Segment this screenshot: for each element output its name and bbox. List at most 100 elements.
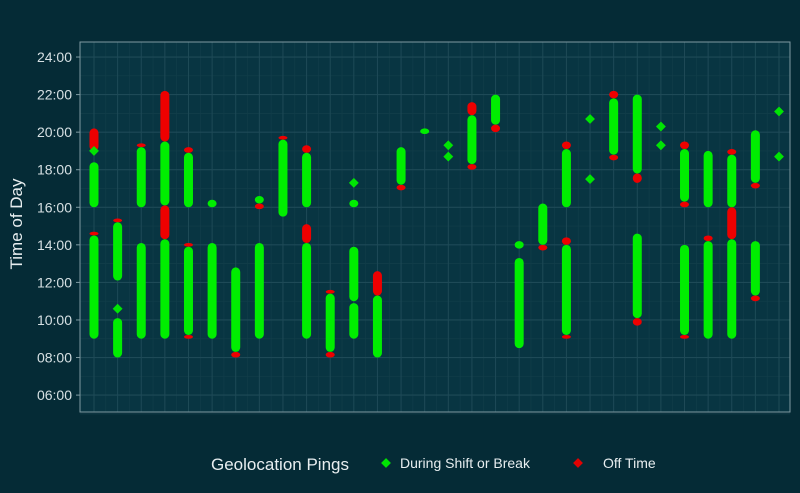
on-shift-ping-run: [680, 244, 690, 335]
off-time-ping-run: [561, 334, 571, 339]
ping-column: [325, 289, 335, 358]
off-time-ping-run: [160, 205, 170, 240]
plot-panel: [79, 41, 791, 415]
off-time-ping-run: [491, 124, 501, 133]
off-time-ping-run: [680, 334, 690, 339]
on-shift-ping-point: [443, 140, 454, 151]
ping-column: [585, 114, 595, 185]
on-shift-ping-point: [112, 303, 123, 314]
on-shift-ping-run: [632, 94, 642, 174]
ping-column: [231, 267, 241, 358]
y-tick-label: 20:00: [37, 124, 72, 140]
ping-column: [420, 128, 430, 135]
on-shift-ping-point: [585, 114, 595, 124]
off-time-ping-run: [302, 145, 312, 153]
y-tick-label: 24:00: [37, 49, 72, 65]
on-shift-ping-run: [514, 241, 524, 249]
ping-column: [136, 143, 146, 339]
off-time-ping-run: [160, 90, 170, 142]
on-shift-ping-run: [349, 199, 359, 208]
y-axis: 06:00 08:00 10:00 12:00 14:00 16:00 18:00 20:00…: [37, 49, 80, 403]
on-shift-ping-run: [750, 241, 760, 296]
y-tick-label: 06:00: [37, 387, 72, 403]
on-shift-ping-run: [491, 94, 501, 125]
on-shift-ping-run: [136, 147, 146, 208]
ping-column: [467, 102, 477, 170]
ping-column: [89, 128, 99, 339]
off-time-ping-run: [609, 154, 619, 161]
on-shift-ping-run: [113, 318, 123, 358]
on-shift-ping-run: [727, 154, 737, 208]
y-tick-label: 16:00: [37, 199, 72, 215]
y-axis-title: Time of Day: [7, 178, 26, 270]
ping-column: [160, 90, 170, 339]
plot-panel-background: [80, 42, 790, 412]
off-time-ping-run: [750, 295, 760, 302]
on-shift-ping-run: [89, 162, 99, 208]
ping-column: [254, 196, 264, 339]
y-tick-label: 08:00: [37, 350, 72, 366]
off-time-ping-run: [183, 334, 193, 339]
plot-panel-border: [79, 41, 791, 413]
on-shift-ping-point: [655, 121, 666, 132]
on-shift-ping-point: [655, 140, 666, 151]
ping-column: [514, 241, 524, 349]
off-time-ping-run: [467, 102, 477, 116]
on-shift-ping-run: [183, 152, 193, 208]
on-shift-ping-run: [396, 147, 406, 185]
on-shift-ping-run: [231, 267, 241, 352]
on-shift-ping-run: [349, 246, 359, 302]
on-shift-ping-run: [727, 239, 737, 339]
on-shift-ping-point: [774, 106, 784, 117]
ping-column: [302, 145, 312, 339]
legend-key-off-icon: [573, 458, 583, 468]
on-shift-ping-point: [585, 174, 595, 185]
ping-column: [750, 130, 760, 302]
off-time-ping-run: [325, 351, 335, 358]
off-time-ping-run: [703, 235, 713, 242]
off-time-ping-run: [538, 244, 548, 251]
on-shift-ping-run: [750, 130, 760, 183]
ping-column: [703, 150, 713, 339]
legend-label-off: Off Time: [603, 455, 656, 471]
off-time-ping-run: [325, 289, 335, 294]
y-tick-label: 12:00: [37, 274, 72, 290]
off-time-ping-run: [727, 149, 737, 155]
off-time-ping-run: [750, 182, 760, 189]
on-shift-ping-run: [183, 246, 193, 335]
on-shift-ping-run: [160, 141, 170, 206]
on-shift-ping-run: [561, 149, 571, 208]
off-time-ping-run: [396, 184, 406, 191]
on-shift-ping-run: [420, 128, 430, 135]
legend-label-on: During Shift or Break: [400, 455, 531, 471]
off-time-ping-run: [561, 141, 571, 150]
on-shift-ping-run: [113, 222, 123, 281]
off-time-ping-run: [302, 224, 312, 243]
on-shift-ping-run: [538, 203, 548, 245]
on-shift-ping-run: [703, 150, 713, 208]
y-tick-label: 14:00: [37, 237, 72, 253]
on-shift-ping-run: [302, 242, 312, 339]
on-shift-ping-run: [325, 293, 335, 352]
off-time-ping-run: [680, 141, 690, 150]
ping-column: [112, 218, 123, 358]
off-time-ping-run: [632, 173, 642, 183]
on-shift-ping-point: [443, 151, 454, 162]
ping-column: [372, 271, 382, 358]
on-shift-ping-run: [561, 244, 571, 335]
on-shift-ping-run: [632, 233, 642, 319]
off-time-ping-run: [89, 231, 99, 236]
off-time-ping-run: [113, 218, 123, 223]
legend: Geolocation Pings During Shift or Break O…: [211, 455, 656, 474]
y-tick-label: 10:00: [37, 312, 72, 328]
on-shift-ping-run: [136, 242, 146, 339]
ping-column: [278, 135, 288, 217]
on-shift-ping-run: [514, 257, 524, 349]
ping-column: [538, 203, 548, 251]
off-time-ping-run: [632, 318, 642, 326]
off-time-ping-run: [254, 203, 264, 210]
ping-column: [609, 90, 619, 161]
off-time-ping-run: [183, 242, 193, 247]
off-time-ping-run: [89, 128, 99, 151]
legend-key-on-icon: [381, 458, 391, 468]
